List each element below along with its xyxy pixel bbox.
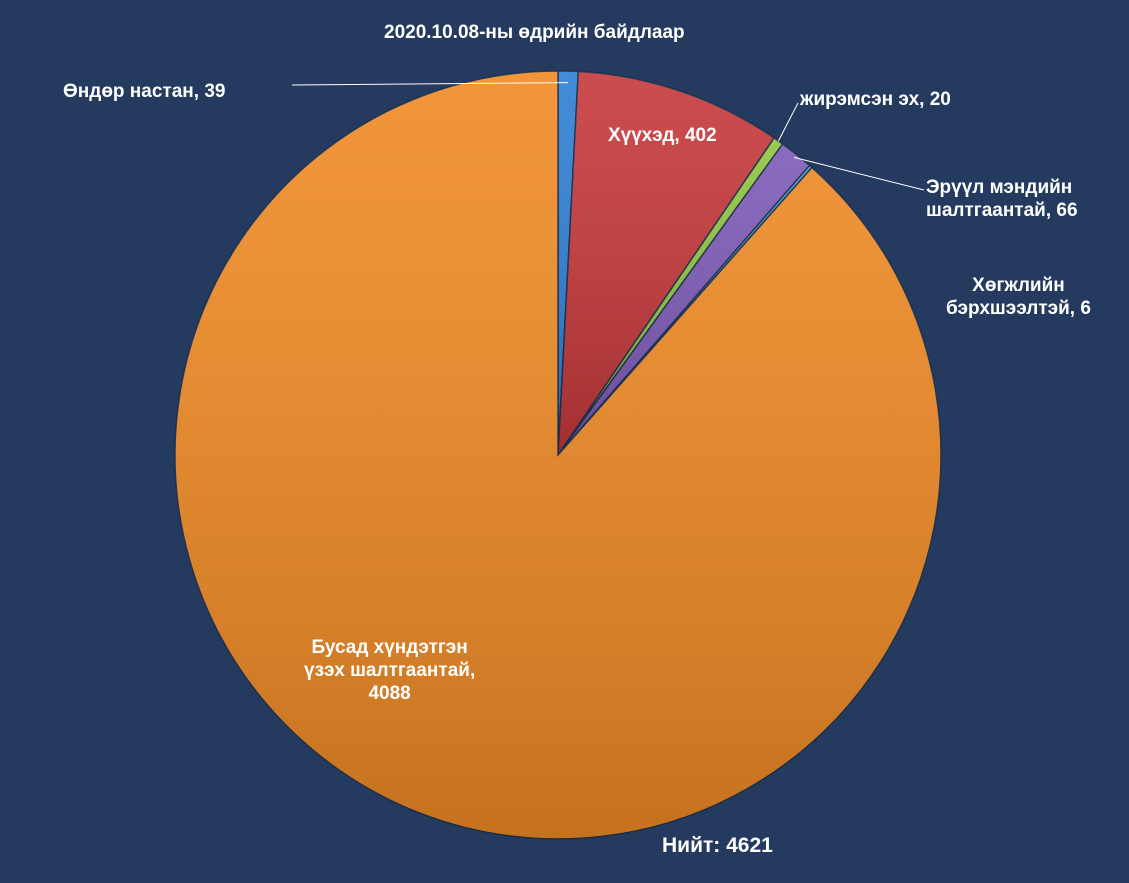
slice-label-pregnant: жирэмсэн эх, 20	[800, 89, 951, 110]
slice-label-elderly: Өндөр настан, 39	[63, 81, 226, 102]
slice-label-health: Эрүүл мэндийн шалтгаантай, 66	[926, 177, 1078, 221]
slice-label-disability: Хөгжлийн бэрхшээлтэй, 6	[946, 275, 1091, 319]
total-label: Нийт:	[662, 834, 721, 857]
slice-label-children: Хүүхэд, 402	[608, 125, 717, 146]
leader-line-health	[793, 156, 925, 191]
total-value: 4621	[726, 834, 773, 857]
slice-label-other: Бусад хүндэтгэн үзэх шалтгаантай, 4088	[304, 637, 476, 704]
chart-title: 2020.10.08-ны өдрийн байдлаар	[384, 22, 685, 43]
leader-line-pregnant	[777, 102, 799, 142]
leader-line-elderly	[291, 82, 568, 86]
pie-slice-shade-pregnant	[558, 137, 783, 455]
pie-slice-shade-health	[558, 144, 810, 455]
pie-slice-shade-children	[558, 71, 775, 455]
pie-slice-shade-other	[175, 71, 941, 839]
total-readout: Нийт: 4621	[662, 834, 773, 858]
